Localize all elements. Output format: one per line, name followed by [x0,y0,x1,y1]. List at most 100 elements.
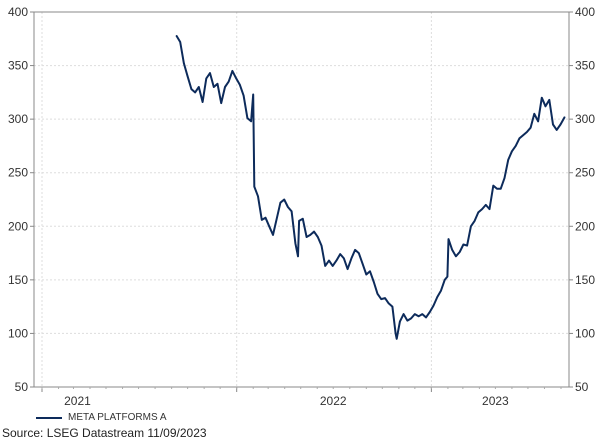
data-point [429,311,431,313]
data-point [444,279,446,281]
data-point [302,218,304,220]
data-point [369,270,371,272]
data-point [209,72,211,74]
data-point [294,242,296,244]
data-point [320,245,323,247]
data-point [421,313,423,315]
y-tick-label: 400 [575,5,595,19]
plot-frame [33,11,570,388]
data-point [477,211,479,213]
y-tick-label: 200 [575,219,595,233]
data-point [179,41,181,43]
data-point [324,265,326,267]
y-tick-label: 100 [8,326,28,340]
data-point [451,249,453,251]
data-point [403,313,405,315]
data-point [317,236,319,238]
data-point [216,83,219,85]
y-tick-label: 300 [8,112,28,126]
y-tick-label: 350 [575,59,595,73]
data-point [518,137,521,139]
data-point [391,306,393,308]
data-point [548,99,550,101]
data-point [492,185,494,187]
data-point [474,220,476,222]
data-point [432,305,435,307]
y-axis-left: 50 100 150 200 250 300 350 400 [8,5,34,394]
x-tick-label: 2023 [482,394,509,408]
y-tick-label: 150 [575,273,595,287]
data-point [406,320,408,322]
x-tick-label: 2022 [320,394,347,408]
data-point [243,95,245,97]
data-point [507,159,509,161]
y-tick-label: 300 [575,112,595,126]
data-point [298,220,300,222]
data-point [350,257,352,259]
data-point [552,123,554,126]
y-tick-label: 150 [8,273,28,287]
data-point [418,315,420,317]
data-point [291,210,293,212]
data-point [530,127,532,129]
y-tick-label: 50 [15,380,29,394]
data-point [235,77,237,79]
data-point [485,204,487,206]
data-point [175,35,177,37]
data-point [462,243,464,246]
data-point [261,219,263,221]
y-axis-right: 50 100 150 200 250 300 350 400 [569,5,595,394]
data-point [384,297,386,299]
data-point [526,131,528,133]
data-point [268,225,270,227]
data-point [339,253,341,255]
data-point [228,81,230,83]
data-point [231,70,233,72]
data-point [373,281,375,283]
x-tick-label: 2021 [64,394,91,408]
y-tick-label: 250 [8,166,28,180]
data-point [313,231,315,233]
data-point [365,273,367,276]
data-point [332,265,334,267]
y-tick-label: 400 [8,5,28,19]
data-point [410,317,412,319]
data-point [187,75,189,77]
data-point [309,234,311,236]
source-note: Source: LSEG Datastream 11/09/2023 [2,426,207,440]
data-point [481,208,483,210]
data-point [388,302,390,304]
data-point [246,117,248,119]
data-point [559,123,562,126]
data-point [399,321,401,323]
data-point [488,208,491,210]
data-point [253,186,255,188]
data-point [205,77,207,79]
data-point [198,86,200,88]
data-point [354,249,356,251]
series-line-meta-platforms-a [175,35,566,340]
data-point [287,206,289,208]
data-point [459,251,461,253]
data-point [224,86,226,88]
data-point [414,313,416,315]
data-point [276,218,278,220]
data-point [395,332,397,334]
y-tick-label: 50 [575,380,589,394]
data-point [541,97,543,99]
data-point [396,338,398,340]
data-point [335,260,337,262]
data-point [358,252,360,254]
data-point [183,62,185,64]
data-point [522,134,524,136]
data-point [220,102,222,104]
data-point [440,290,442,292]
gridlines [34,11,569,388]
data-point [376,293,379,295]
data-point [202,101,204,103]
data-point [447,238,450,240]
data-point [537,120,539,122]
data-point [425,316,427,318]
y-tick-label: 350 [8,59,28,73]
data-point [213,86,215,88]
